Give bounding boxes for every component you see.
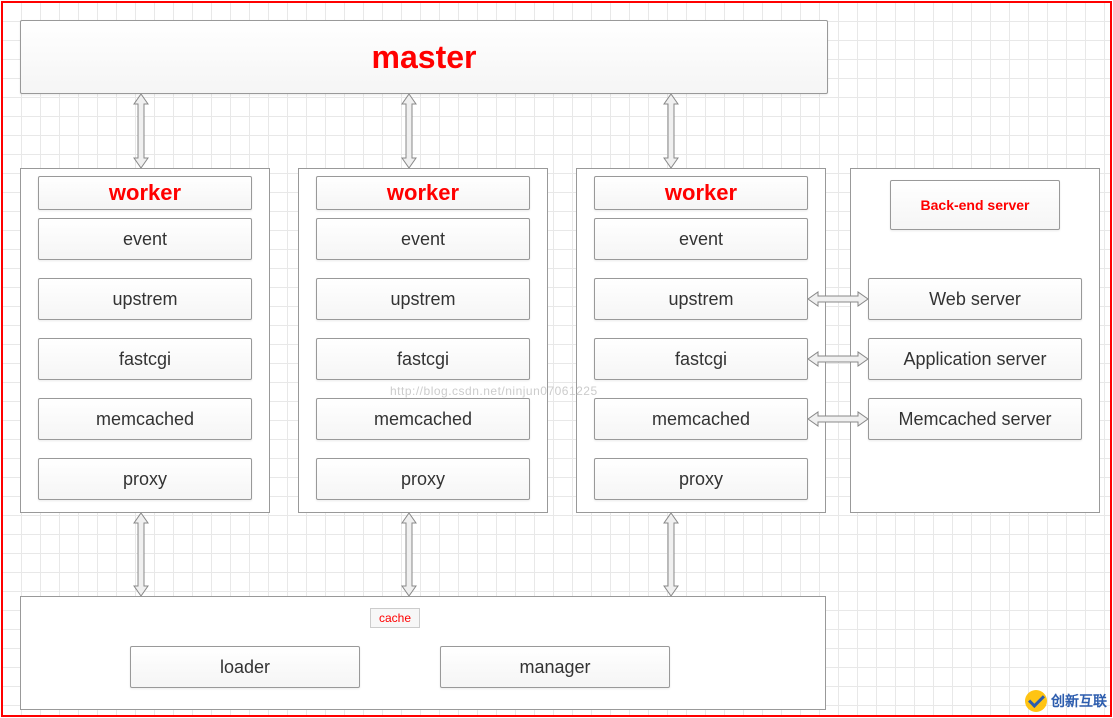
master-label: master <box>372 39 477 76</box>
worker-1-item-3: memcached <box>38 398 252 440</box>
worker-2-item-2: fastcgi <box>316 338 530 380</box>
backend-title: Back-end server <box>890 180 1060 230</box>
arrow-worker-cache-3 <box>660 513 682 596</box>
backend-server-0: Web server <box>868 278 1082 320</box>
worker-2-item-4: proxy <box>316 458 530 500</box>
worker-1-item-1: upstrem <box>38 278 252 320</box>
worker-3-item-1: upstrem <box>594 278 808 320</box>
arrow-master-worker-1 <box>130 94 152 168</box>
logo-text: 创新互联 <box>1051 691 1107 711</box>
backend-server-2: Memcached server <box>868 398 1082 440</box>
worker-3-item-2: fastcgi <box>594 338 808 380</box>
arrow-worker-backend-2 <box>808 348 868 370</box>
cache-manager: manager <box>440 646 670 688</box>
logo-icon <box>1025 690 1047 712</box>
worker-2-item-0: event <box>316 218 530 260</box>
worker-1-item-2: fastcgi <box>38 338 252 380</box>
master-box: master <box>20 20 828 94</box>
worker-title-label: worker <box>109 180 181 206</box>
worker-title-3: worker <box>594 176 808 210</box>
worker-title-label: worker <box>387 180 459 206</box>
worker-3-item-4: proxy <box>594 458 808 500</box>
arrow-worker-cache-1 <box>130 513 152 596</box>
backend-server-1: Application server <box>868 338 1082 380</box>
arrow-worker-cache-2 <box>398 513 420 596</box>
arrow-worker-backend-1 <box>808 288 868 310</box>
worker-1-item-0: event <box>38 218 252 260</box>
worker-title-1: worker <box>38 176 252 210</box>
arrow-master-worker-2 <box>398 94 420 168</box>
worker-2-item-3: memcached <box>316 398 530 440</box>
watermark: http://blog.csdn.net/ninjun07061225 <box>390 384 598 398</box>
arrow-master-worker-3 <box>660 94 682 168</box>
worker-2-item-1: upstrem <box>316 278 530 320</box>
worker-title-label: worker <box>665 180 737 206</box>
worker-3-item-0: event <box>594 218 808 260</box>
worker-title-2: worker <box>316 176 530 210</box>
arrow-worker-backend-3 <box>808 408 868 430</box>
worker-1-item-4: proxy <box>38 458 252 500</box>
cache-loader: loader <box>130 646 360 688</box>
backend-title-label: Back-end server <box>921 196 1030 214</box>
worker-3-item-3: memcached <box>594 398 808 440</box>
logo: 创新互联 <box>1025 690 1107 712</box>
cache-label: cache <box>370 608 420 628</box>
